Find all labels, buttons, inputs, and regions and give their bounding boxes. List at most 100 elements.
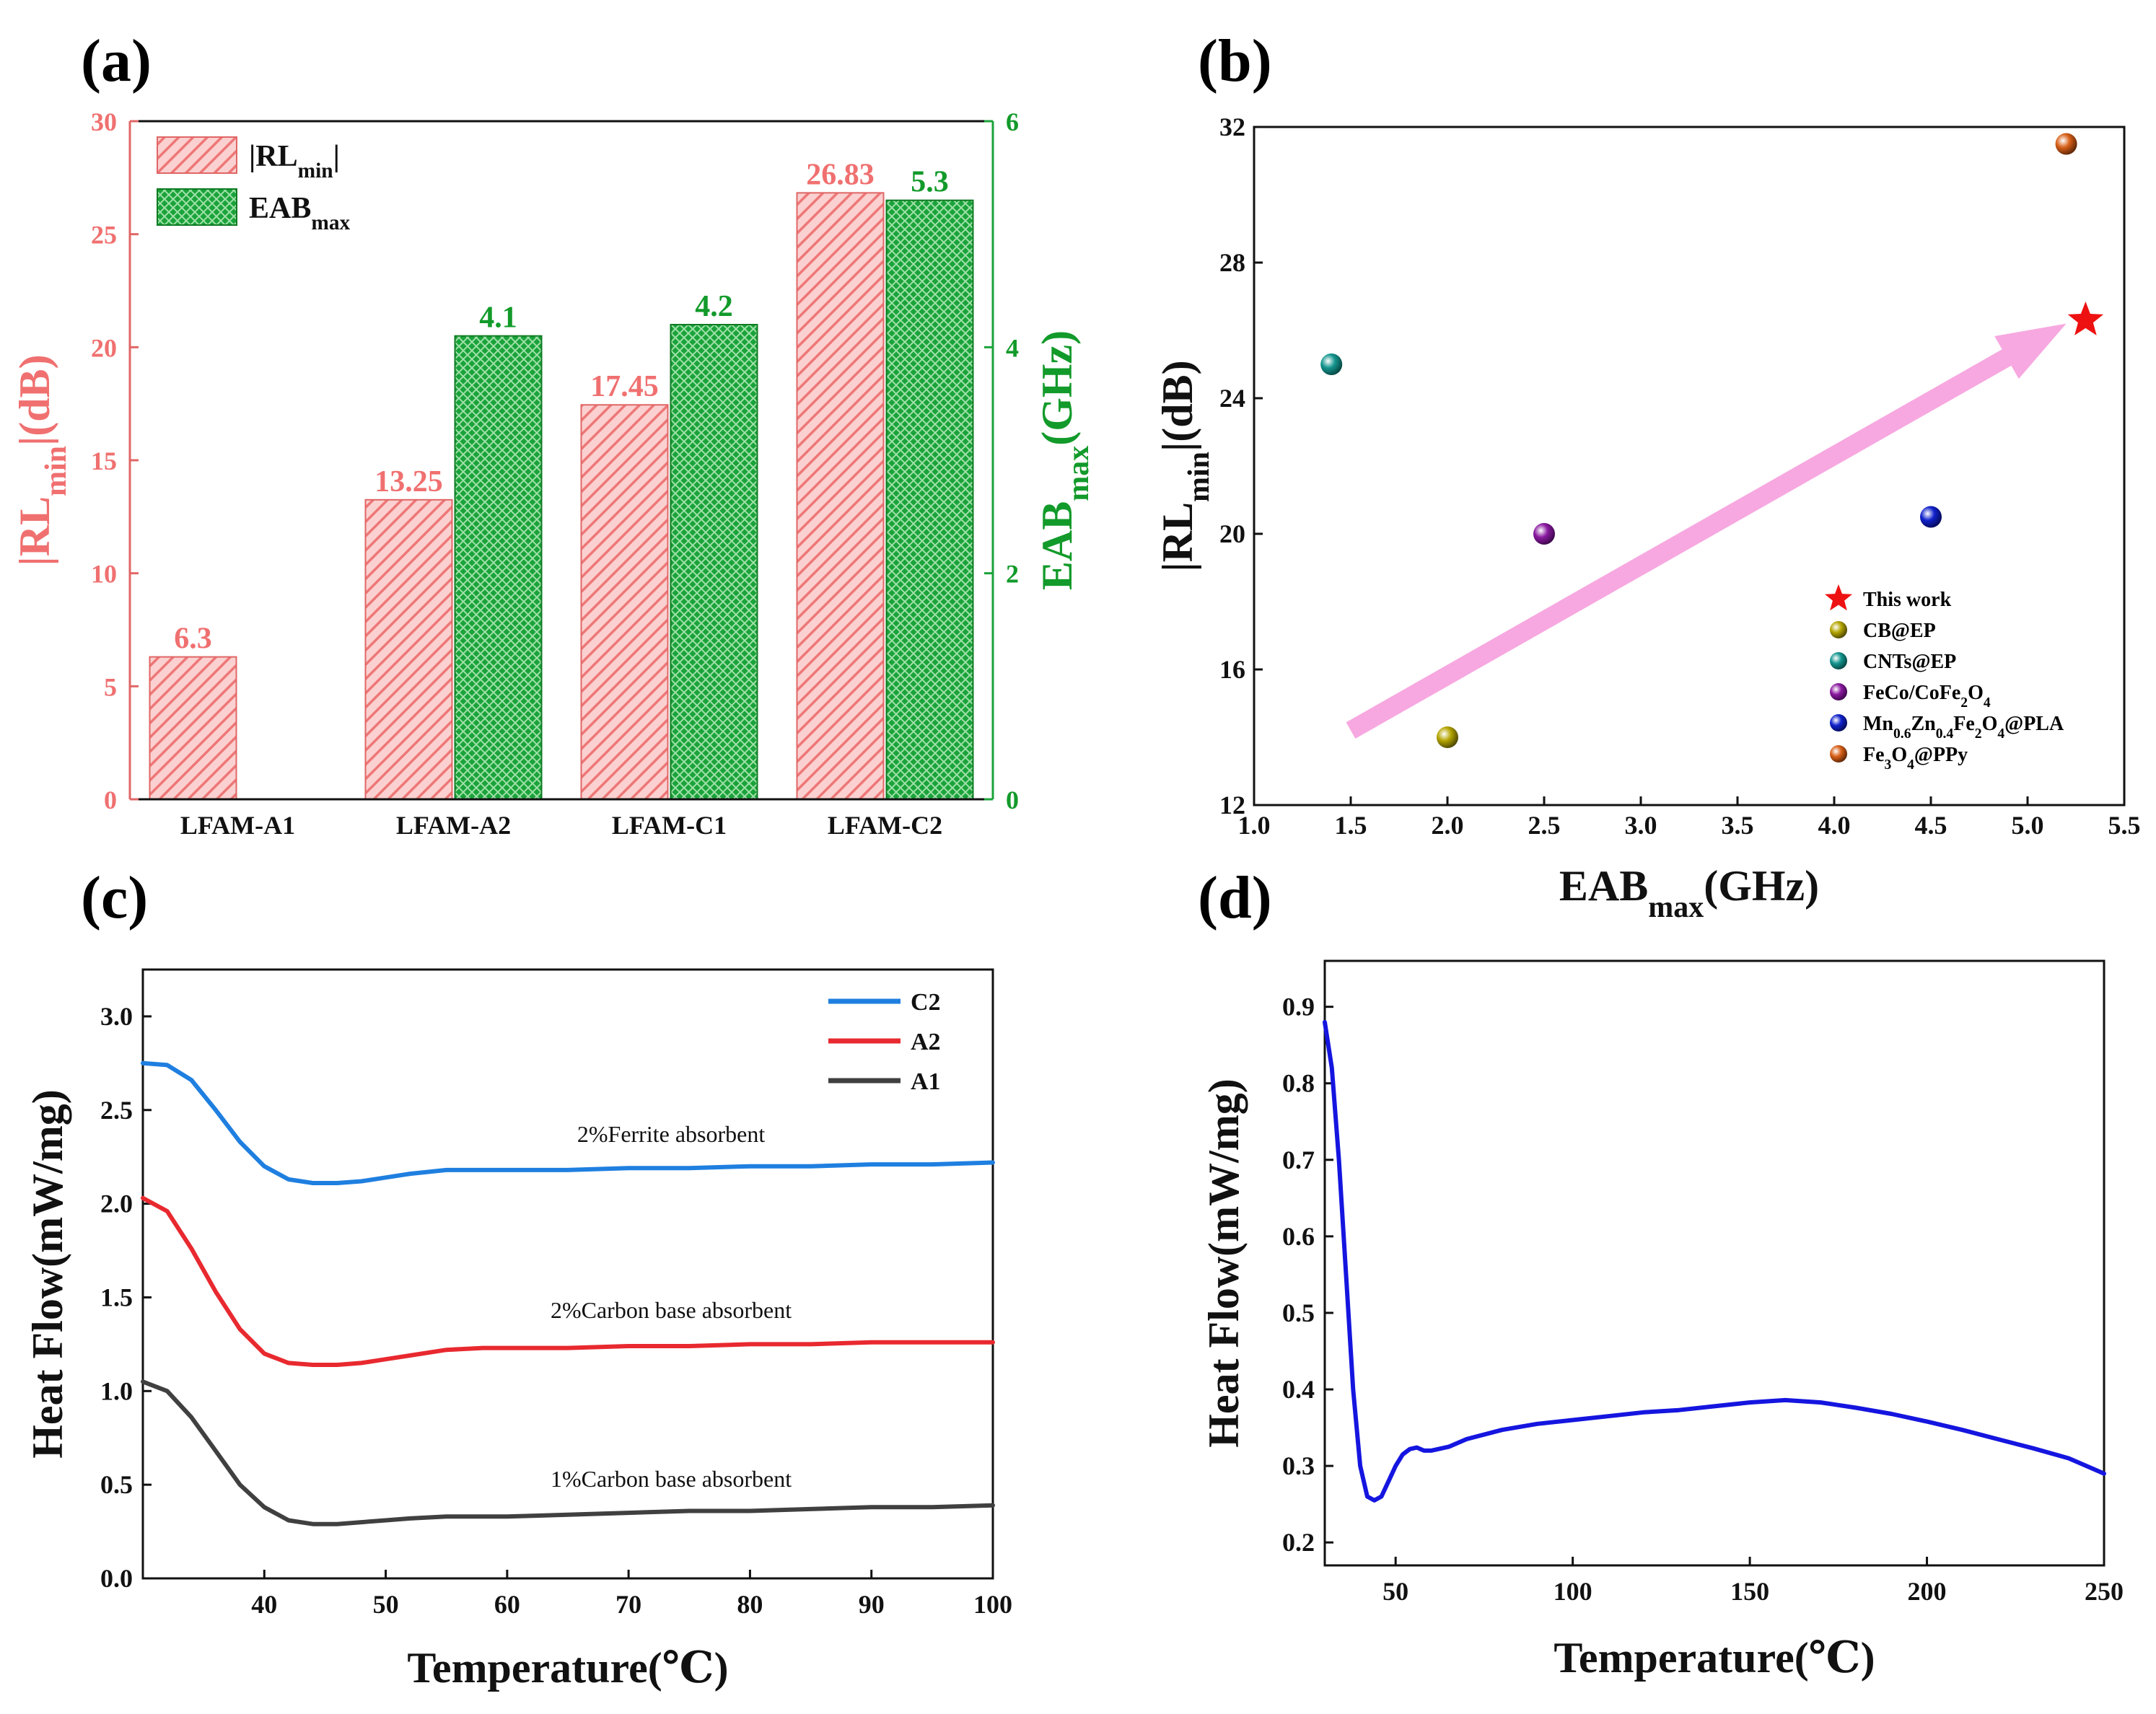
x-tick-label: 200	[1908, 1577, 1947, 1606]
legend-label: This work	[1863, 589, 1952, 611]
y-axis-title-left-sub: min	[40, 446, 73, 496]
panel-b-chart: 1.0 1.5 2.0 2.5 3.0 3.5 4.0 4.5 5.0 5.51216202428…	[1154, 113, 2141, 924]
panel-c-label: (c)	[81, 864, 148, 931]
rl-bar	[149, 656, 237, 800]
legend-label-eab-sub: max	[311, 211, 350, 234]
y-tick-label: 0.6	[1282, 1222, 1315, 1251]
x-tick-label: 2.5	[1528, 811, 1561, 840]
x-axis-title-main: EAB	[1559, 862, 1648, 910]
x-tick-label: 150	[1730, 1577, 1769, 1606]
y-axis-title: Heat Flow(mW/mg)	[1200, 1078, 1248, 1448]
plot-frame	[141, 968, 994, 1580]
y-tick-label: 24	[1219, 384, 1245, 413]
y-tick-label-left: 30	[91, 107, 117, 136]
x-tick-label: 60	[494, 1590, 520, 1619]
y-tick-label-left: 15	[91, 447, 117, 475]
point-star	[2067, 301, 2104, 335]
x-tick-label: 80	[737, 1590, 763, 1619]
curve-annotation: 2%Carbon base absorbent	[551, 1297, 792, 1323]
y-axis-title-right-tail: (GHz)	[1033, 330, 1081, 446]
legend-label: Mn0.6Zn0.4Fe2O4@PLA	[1863, 713, 2064, 742]
plot-frame	[1253, 126, 2126, 807]
legend-label-part: Fe	[1863, 744, 1885, 766]
series-line	[141, 1379, 995, 1526]
y-tick-label: 0.5	[100, 1470, 133, 1499]
legend-star	[1825, 584, 1852, 611]
legend-label: C2	[911, 989, 941, 1016]
point-sphere	[2055, 133, 2077, 155]
y-tick-label: 0.5	[1282, 1298, 1315, 1327]
y-tick-label: 3.0	[100, 1002, 133, 1031]
legend-label-part: O	[1982, 713, 1998, 735]
y-axis-title: |RLmin|(dB)	[1154, 360, 1216, 571]
legend-swatch-eab	[157, 188, 237, 226]
x-tick-label: LFAM-A1	[180, 811, 295, 840]
y-tick-label: 0.7	[1282, 1146, 1315, 1174]
y-tick-label-left: 10	[91, 560, 117, 589]
y-tick-label-right: 4	[1006, 333, 1019, 362]
x-axis-title: Temperature(℃)	[1554, 1634, 1875, 1682]
series-line	[141, 1195, 995, 1367]
rl-bar	[580, 404, 669, 800]
x-tick-label: 90	[859, 1590, 885, 1619]
y-tick-label: 20	[1219, 519, 1245, 548]
eab-bar	[670, 324, 758, 800]
panel-c-chart: 40 50 60 70 80 90 100 0.0 0.5 1.0 1.5 2.0 2.5 3.0 2%Fe…	[24, 968, 1012, 1692]
legend-label-sub: 4	[1997, 726, 2004, 742]
x-tick-label: 70	[615, 1590, 641, 1619]
x-tick-label: 5.0	[2012, 811, 2044, 840]
legend-label-sub: 2	[1975, 726, 1982, 742]
panel-a-label: (a)	[81, 27, 152, 95]
y-tick-label: 0.0	[100, 1564, 133, 1593]
legend-label-part: Zn	[1911, 713, 1937, 735]
legend-label: FeCo/CoFe2O4	[1863, 682, 1991, 711]
y-tick-label-left: 25	[91, 221, 117, 250]
point-sphere	[1920, 506, 1942, 528]
x-tick-label: 1.0	[1238, 811, 1271, 840]
y-tick-label: 2.5	[100, 1096, 133, 1125]
y-tick-label: 1.5	[100, 1283, 133, 1311]
rl-bar-label: 13.25	[374, 465, 443, 498]
legend-label-sub: 0.4	[1936, 726, 1954, 742]
x-tick-label: 1.5	[1335, 811, 1367, 840]
y-tick-label: 16	[1219, 655, 1245, 684]
legend-swatch-rl	[157, 136, 237, 174]
x-tick-label: 2.0	[1432, 811, 1464, 840]
y-tick-label: 12	[1219, 791, 1245, 819]
eab-bar-label: 4.2	[695, 290, 733, 323]
legend-label-rl-main: |RL	[249, 140, 298, 173]
legend-label-sub: 3	[1885, 757, 1892, 773]
y-axis-title-left-main: |RL	[11, 496, 58, 566]
legend-label-sub: 4	[1984, 695, 1991, 711]
trend-arrow	[1346, 323, 2067, 739]
legend-label-sub: 0.6	[1893, 726, 1911, 742]
legend-label-part: Mn	[1863, 713, 1893, 735]
y-tick-label-left: 0	[104, 786, 117, 814]
x-axis-title-tail: (GHz)	[1704, 862, 1819, 910]
legend-sphere	[1830, 683, 1847, 700]
point-sphere	[1437, 726, 1458, 748]
x-tick-label: 250	[2085, 1577, 2124, 1606]
y-axis-title-main: |RL	[1154, 502, 1201, 572]
x-tick-label: 3.5	[1722, 811, 1754, 840]
series-line	[1323, 1019, 2106, 1503]
legend-label: CB@EP	[1863, 620, 1936, 642]
y-axis-title-right: EABmax(GHz)	[1033, 330, 1095, 590]
legend-sphere	[1830, 652, 1847, 669]
y-tick-label-right: 2	[1006, 560, 1019, 589]
legend-sphere	[1830, 621, 1847, 638]
x-tick-label: 40	[251, 1590, 277, 1619]
y-axis-title: Heat Flow(mW/mg)	[24, 1089, 71, 1459]
legend-label-rl-tail: |	[333, 140, 340, 173]
legend-label-sub: 2	[1960, 695, 1968, 711]
x-tick-label: LFAM-C2	[828, 811, 942, 840]
legend-label: A2	[911, 1029, 941, 1055]
y-tick-label: 32	[1219, 113, 1245, 141]
legend-sphere	[1830, 745, 1847, 762]
x-tick-label: LFAM-A2	[396, 811, 511, 840]
y-tick-label: 0.9	[1282, 993, 1315, 1021]
x-tick-label: 4.0	[1818, 811, 1851, 840]
legend-label: CNTs@EP	[1863, 651, 1956, 673]
y-tick-label: 2.0	[100, 1190, 133, 1218]
